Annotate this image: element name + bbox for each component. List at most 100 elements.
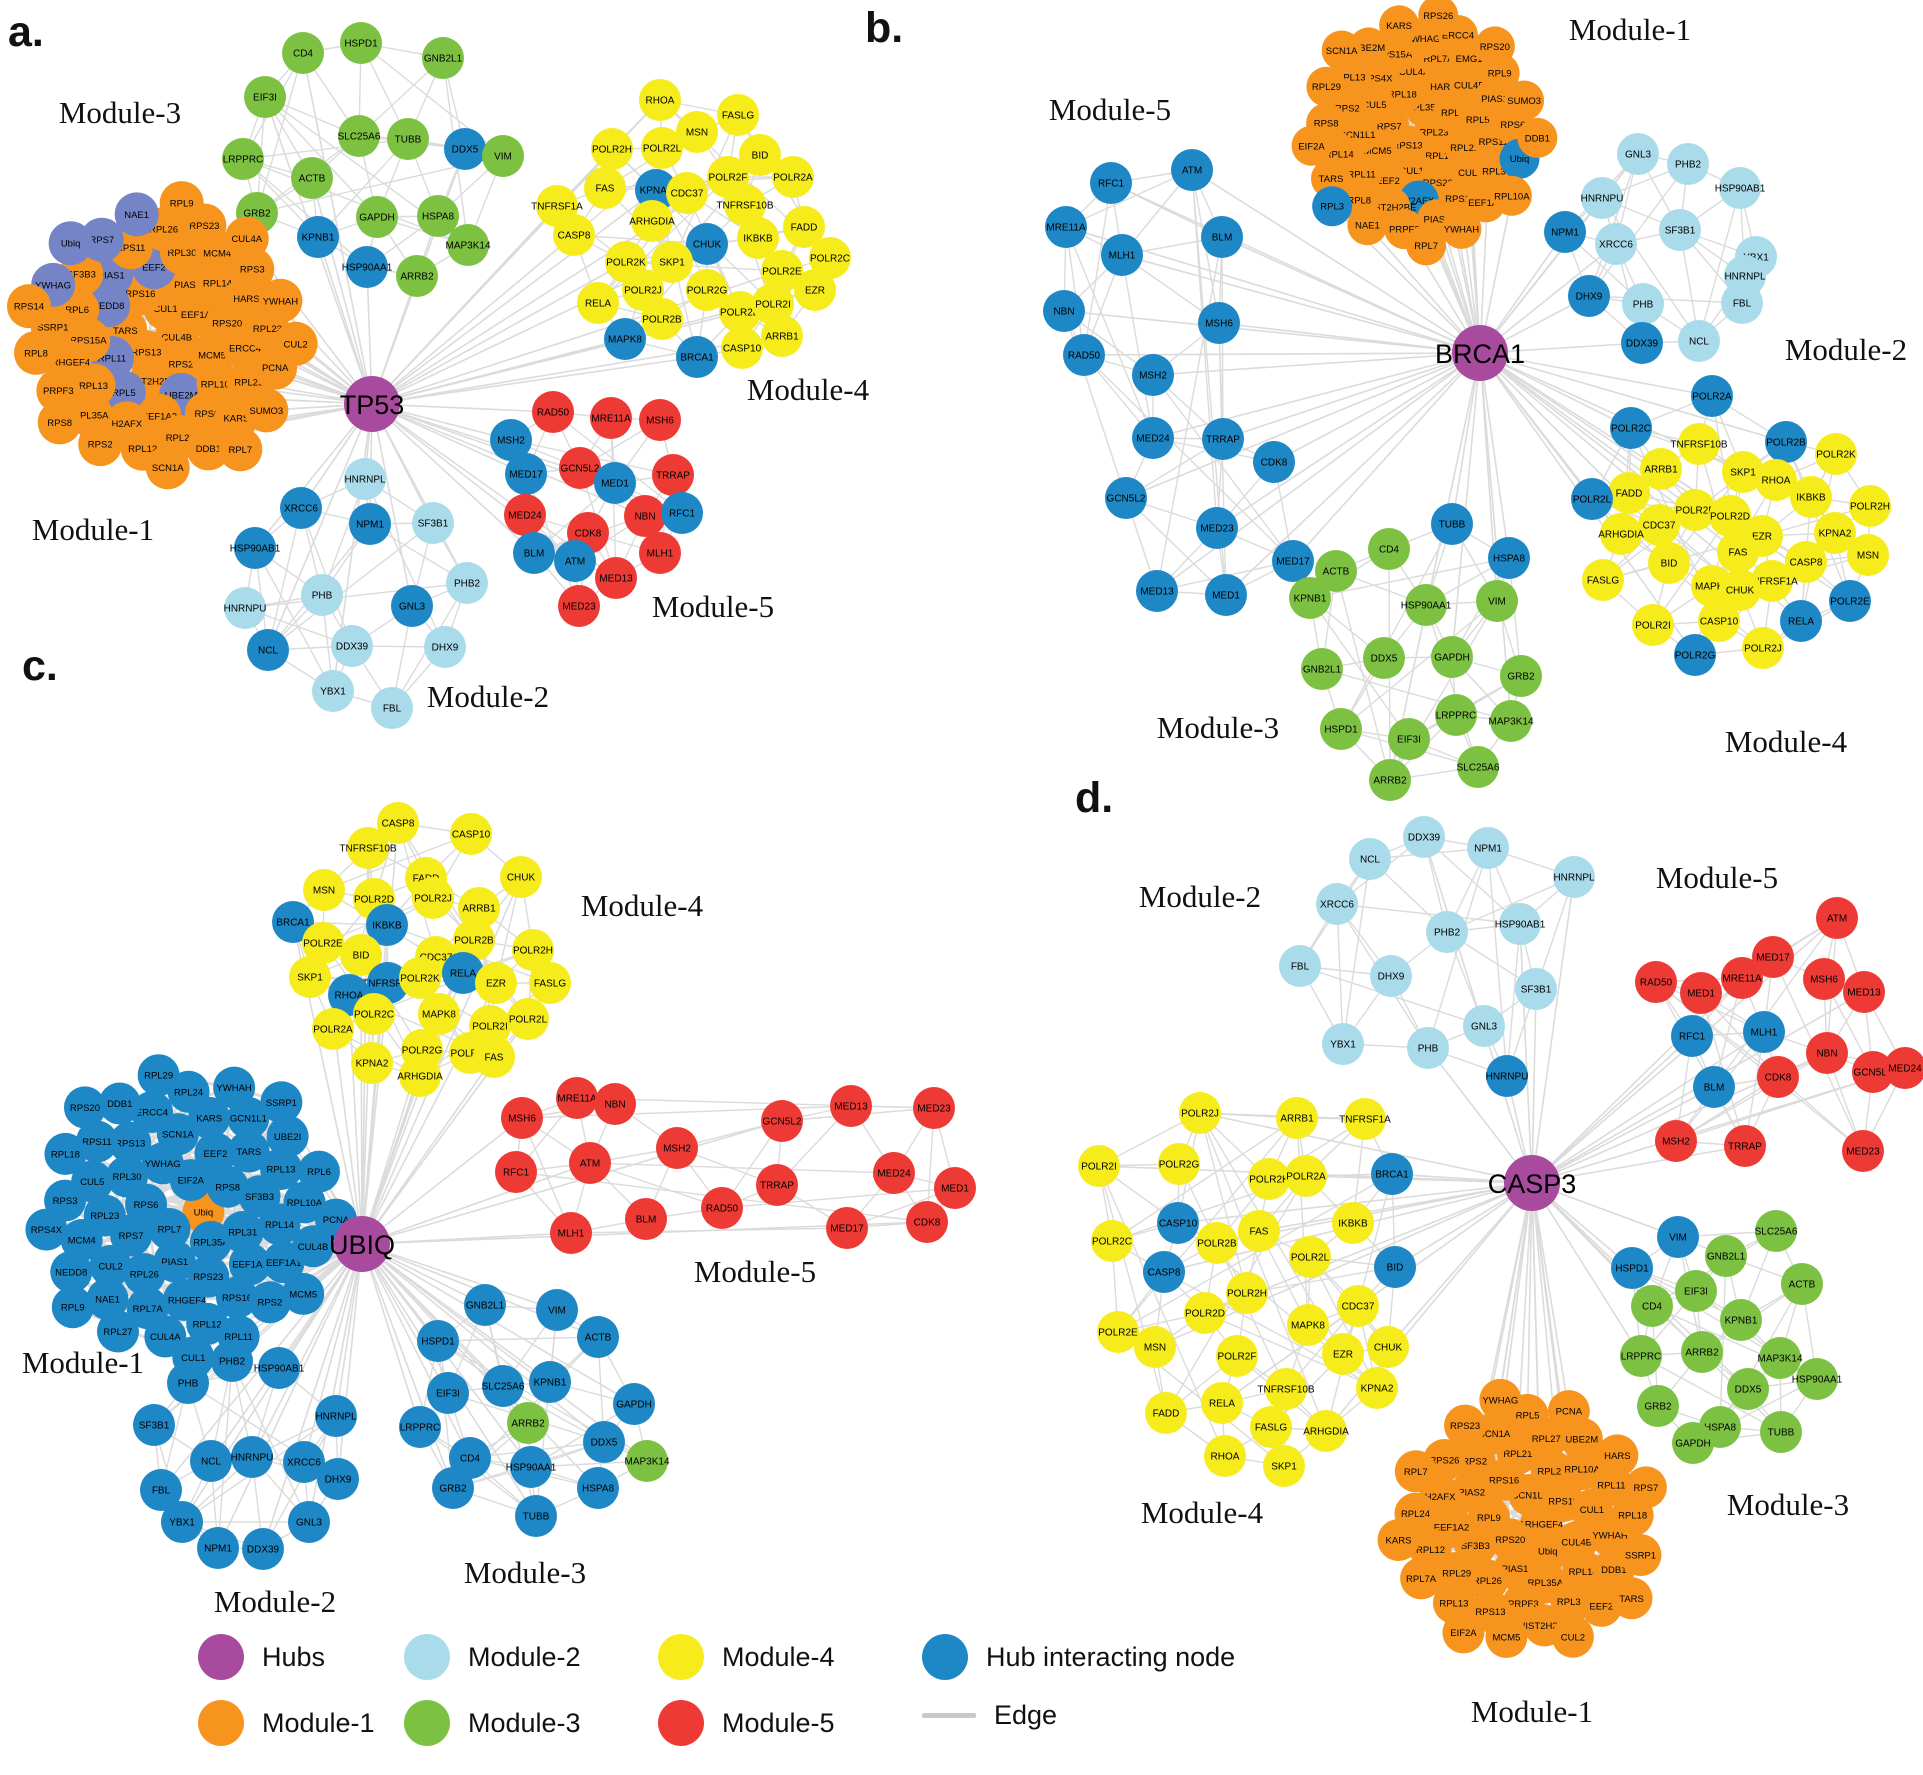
- node-label: EIF2A: [178, 1176, 205, 1187]
- node-prpf3: [36, 368, 81, 413]
- node-label: ARRB2: [1685, 1348, 1719, 1359]
- node-mre11a: [1045, 206, 1087, 248]
- node-kpna2: [1356, 1367, 1398, 1409]
- node-label: MLH1: [647, 549, 674, 560]
- node-gapdh: [613, 1383, 655, 1425]
- node-polr2d: [1184, 1292, 1226, 1334]
- node-polr2l: [507, 998, 549, 1040]
- module-label: Module-3: [464, 1555, 586, 1590]
- node-lrpprc: [1620, 1335, 1662, 1377]
- node-label: RPS8: [1314, 119, 1339, 130]
- node-label: SCN1A: [1326, 46, 1358, 57]
- node-label: EIF2A: [1298, 141, 1325, 152]
- node-mre11a: [590, 397, 632, 439]
- node-nbn: [624, 495, 666, 537]
- node-label: SF3B1: [1665, 226, 1696, 237]
- node-label: SKP1: [659, 258, 685, 269]
- node-label: POLR2H: [1227, 1289, 1267, 1300]
- node-eif3i: [1388, 718, 1430, 760]
- node-cdc37: [1337, 1285, 1379, 1327]
- node-label: SSRP1: [37, 322, 68, 333]
- node-label: CDK8: [914, 1218, 941, 1229]
- legend-label: Hubs: [262, 1641, 326, 1672]
- node-label: POLR2C: [810, 254, 850, 265]
- node-label: SF3B3: [67, 269, 96, 280]
- node-label: PIAS1: [1502, 1564, 1529, 1575]
- node-label: NEDD8: [55, 1267, 87, 1278]
- node-label: RPL21: [166, 433, 195, 444]
- node-label: CD4: [293, 49, 313, 60]
- legend-item-hubs: Hubs: [198, 1634, 325, 1680]
- node-fas: [584, 167, 626, 209]
- node-label: POLR2H: [1850, 502, 1890, 513]
- node-cul2: [89, 1244, 132, 1287]
- node-label: RPS20: [1480, 42, 1510, 53]
- module-label: Module-2: [1785, 332, 1907, 367]
- node-label: HSP90AB1: [1495, 920, 1546, 931]
- node-label: TUBB: [1439, 520, 1466, 531]
- node-hnrnpl: [315, 1395, 357, 1437]
- node-label: IKBKB: [372, 921, 402, 932]
- node-label: TNFRSF10B: [716, 201, 774, 212]
- node-gnb2l1: [464, 1284, 506, 1326]
- node-label: KPNA2: [640, 186, 673, 197]
- node-label: PHB: [1633, 300, 1654, 311]
- node-label: RPL9: [170, 199, 194, 210]
- node-label: PRPF3: [43, 386, 74, 397]
- module-4-color-swatch: [658, 1634, 704, 1680]
- node-label: RPL10A: [287, 1198, 323, 1209]
- node-rps20: [63, 1086, 106, 1129]
- node-phb: [1407, 1027, 1449, 1069]
- node-label: POLR2F: [709, 173, 748, 184]
- node-label: IKBKB: [1338, 1219, 1368, 1230]
- node-label: MLH1: [1751, 1028, 1778, 1039]
- node-phb: [301, 574, 343, 616]
- node-label: GNB2L1: [466, 1301, 505, 1312]
- node-tubb: [1760, 1411, 1802, 1453]
- node-tars: [1610, 1577, 1653, 1620]
- node-label: PCNA: [323, 1215, 350, 1226]
- node-med24: [1132, 417, 1174, 459]
- node-label: EEF1A1: [266, 1258, 301, 1269]
- node-trrap: [1202, 418, 1244, 460]
- node-arrb2: [507, 1402, 549, 1444]
- node-mlh1: [639, 532, 681, 574]
- node-label: MED23: [917, 1104, 951, 1115]
- node-mapk8: [418, 993, 460, 1035]
- node-rpl3: [1312, 186, 1353, 227]
- node-polr2a: [772, 156, 814, 198]
- node-label: HNRNPU: [1486, 1072, 1529, 1083]
- nodes: CD4 HSPD1 GNB2L1 EIF3I SLC25A6 TUBB DDX5 VIM LRP…: [6, 22, 851, 729]
- node-label: POLR2D: [354, 895, 394, 906]
- node-label: PCNA: [262, 363, 289, 374]
- node-ywhah: [213, 1066, 256, 1109]
- node-label: NAE1: [95, 1295, 120, 1306]
- node-gnl3: [1463, 1005, 1505, 1047]
- node-label: KARS: [1386, 1536, 1412, 1547]
- node-label: MAPK8: [422, 1010, 456, 1021]
- node-label: CUL1: [153, 304, 177, 315]
- node-rpl8: [14, 330, 59, 375]
- node-npm1: [1544, 211, 1586, 253]
- node-rps8: [37, 400, 82, 445]
- node-tubb: [1431, 503, 1473, 545]
- node-label: ARRB1: [1280, 1114, 1314, 1125]
- node-label: RPL26: [1473, 1576, 1502, 1587]
- node-rela: [442, 952, 484, 994]
- node-bid: [739, 134, 781, 176]
- node-label: FASLG: [1587, 576, 1619, 587]
- node-label: MRE11A: [1722, 974, 1762, 985]
- node-cd4: [1631, 1285, 1673, 1327]
- node-tubb: [387, 118, 429, 160]
- node-mcm4: [60, 1219, 103, 1262]
- node-label: YWHAG: [1405, 34, 1441, 45]
- node-slc25a6: [482, 1365, 524, 1407]
- node-map3k14: [1759, 1337, 1801, 1379]
- node-label: HARS: [1430, 82, 1456, 93]
- node-label: CASP8: [382, 819, 415, 830]
- node-rpl13: [260, 1148, 303, 1191]
- node-skp1: [651, 241, 693, 283]
- node-label: RPS6: [195, 409, 220, 420]
- node-label: EZR: [486, 979, 506, 990]
- node-label: CUL4B: [1561, 1538, 1592, 1549]
